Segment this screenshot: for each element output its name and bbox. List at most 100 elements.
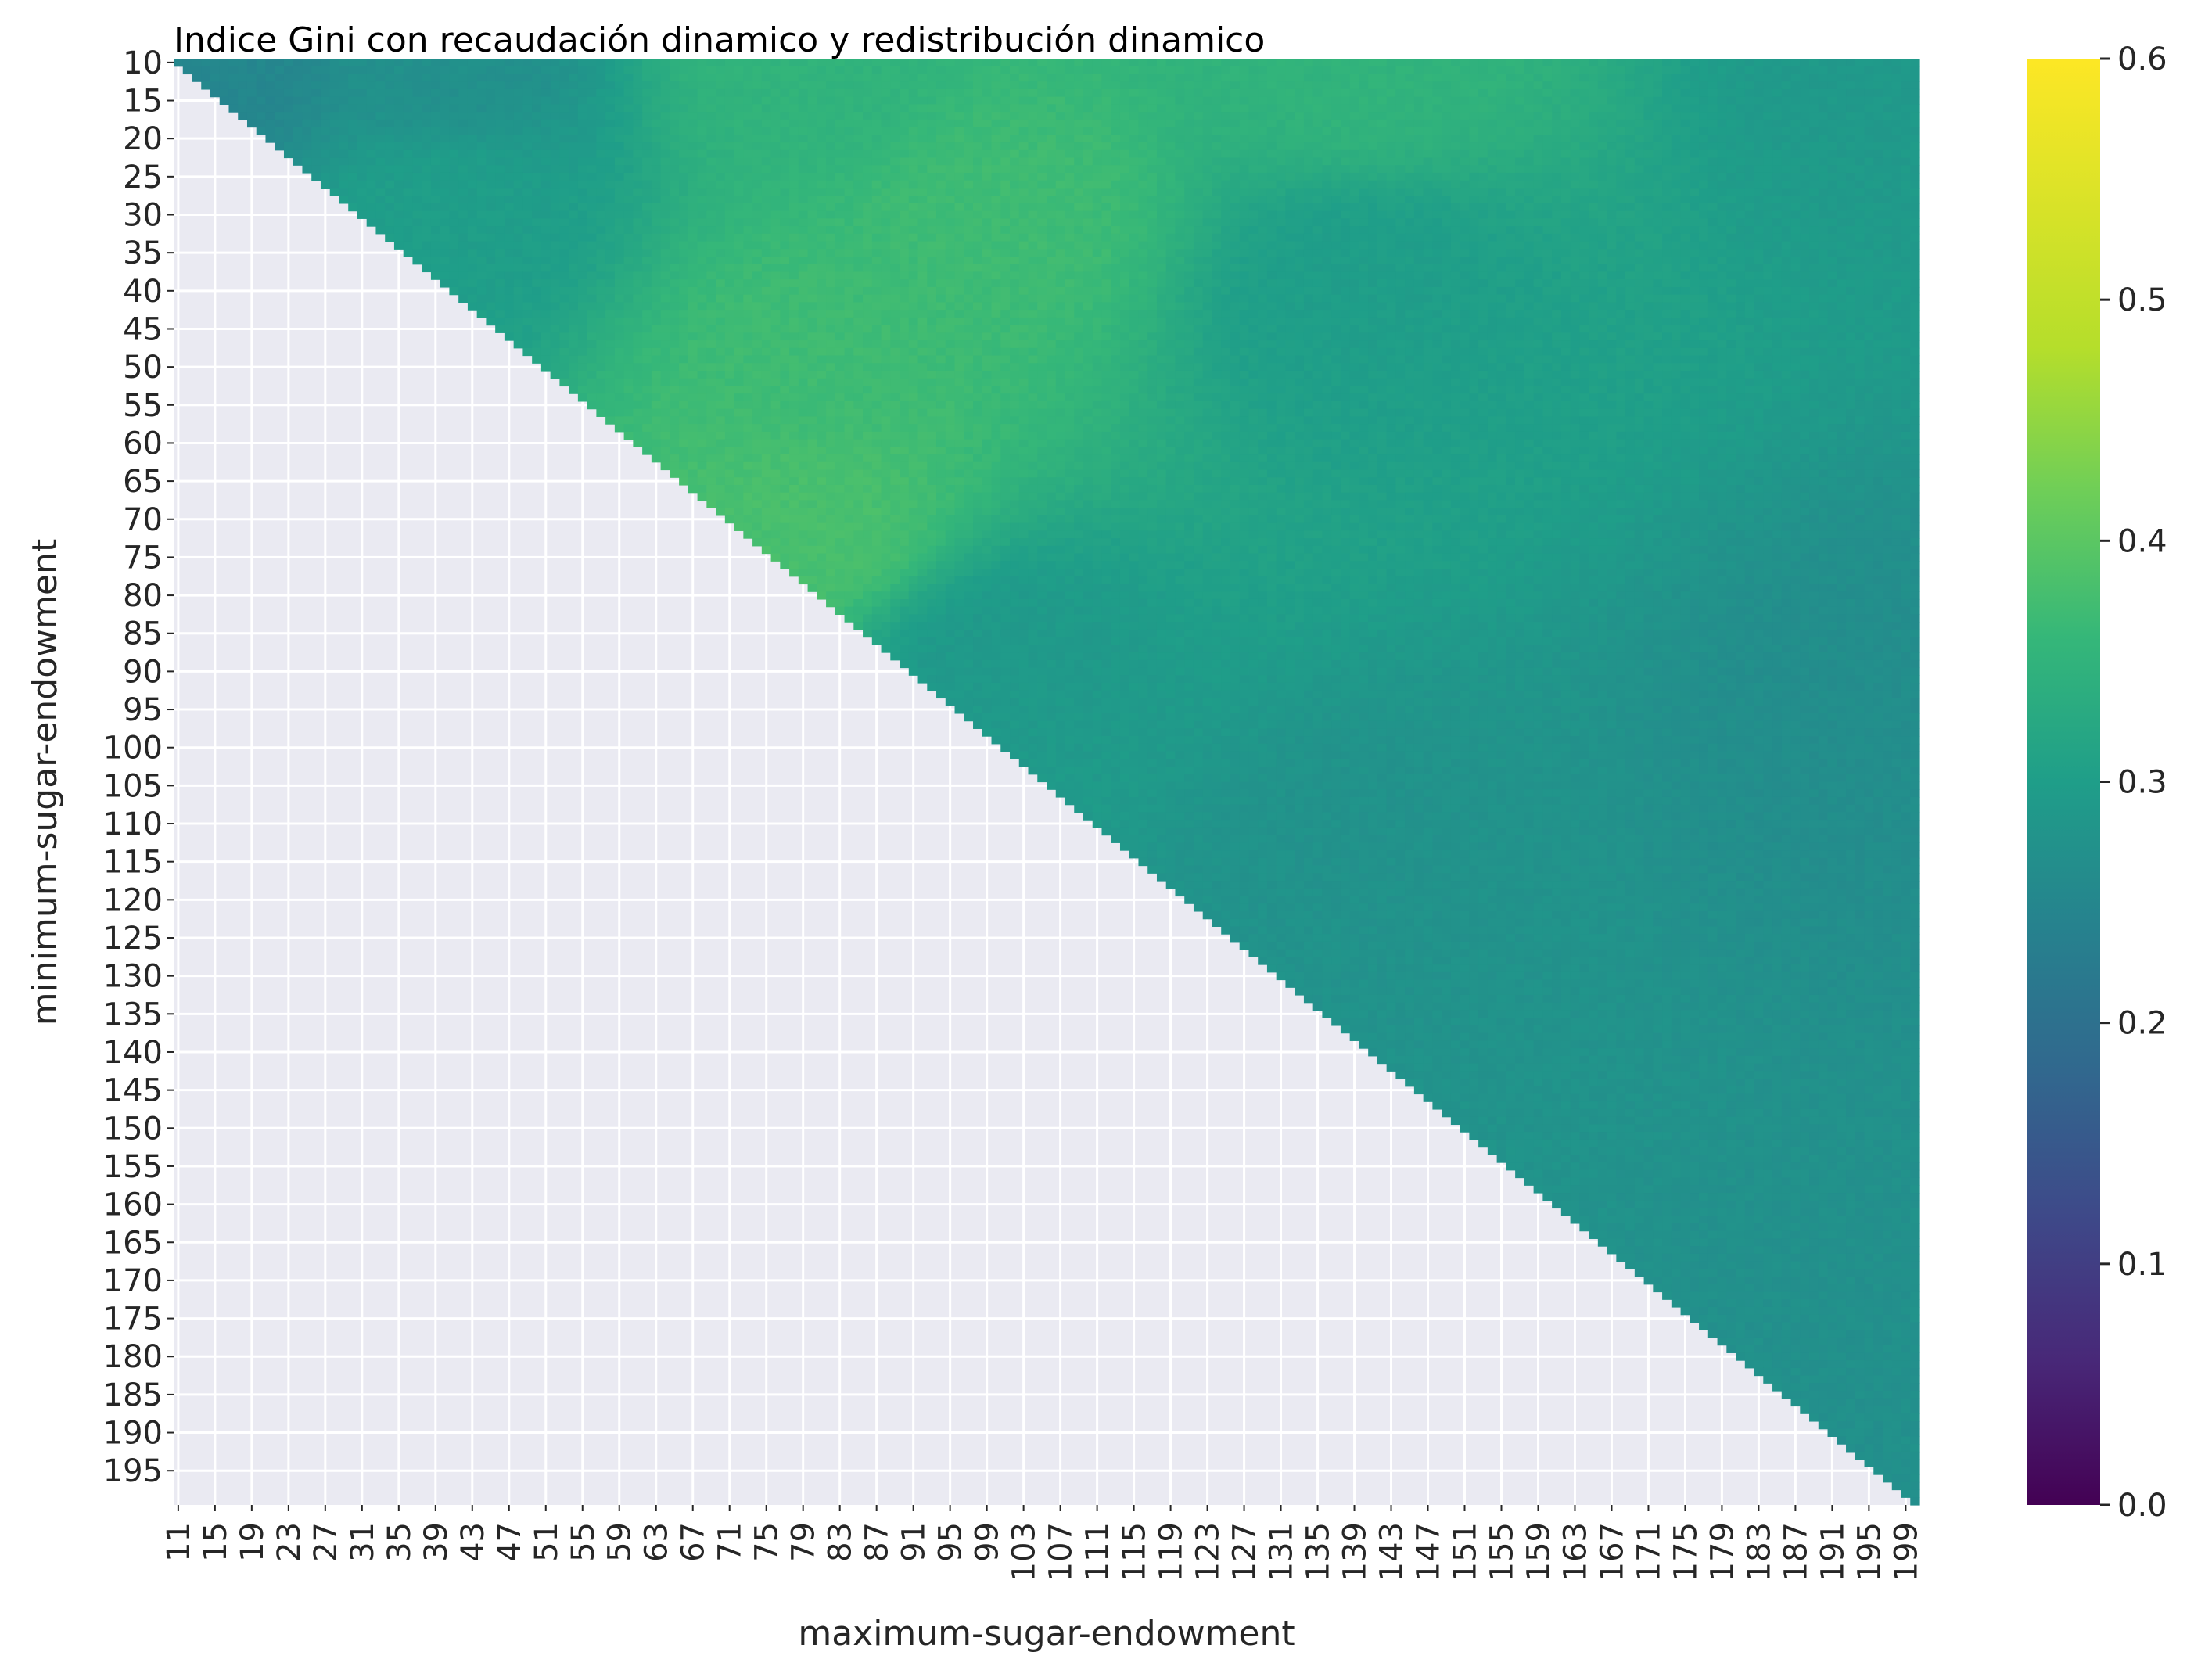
heatmap-cell [587, 127, 597, 135]
heatmap-cell [1405, 249, 1415, 257]
heatmap-cell [1707, 157, 1718, 166]
heatmap-cell [1184, 188, 1194, 196]
heatmap-cell [780, 264, 790, 273]
heatmap-cell [1055, 59, 1066, 67]
heatmap-cell [1809, 112, 1819, 120]
heatmap-cell [569, 104, 579, 113]
heatmap-cell [1763, 233, 1773, 242]
heatmap-cell [1781, 180, 1792, 189]
heatmap-cell [1469, 135, 1479, 143]
heatmap-cell [670, 257, 680, 265]
heatmap-cell [1680, 74, 1690, 82]
heatmap-cell [908, 264, 919, 273]
heatmap-cell [679, 96, 689, 105]
heatmap-cell [1322, 233, 1332, 242]
heatmap-cell [853, 88, 864, 98]
heatmap-cell [1432, 233, 1442, 242]
heatmap-cell [1129, 257, 1140, 265]
heatmap-cell [1736, 196, 1746, 204]
heatmap-cell [1037, 218, 1047, 227]
heatmap-cell [275, 59, 285, 67]
heatmap-cell [770, 88, 781, 98]
heatmap-cell [1763, 74, 1773, 82]
heatmap-cell [532, 241, 542, 250]
heatmap-cell [1221, 81, 1231, 90]
heatmap-cell [734, 172, 744, 181]
heatmap-cell [1515, 241, 1525, 250]
heatmap-cell [1837, 241, 1847, 250]
heatmap-cell [734, 188, 744, 196]
heatmap-cell [283, 135, 294, 143]
heatmap-cell [339, 180, 349, 189]
heatmap-cell [1864, 241, 1874, 250]
heatmap-cell [706, 165, 716, 174]
heatmap-cell [1295, 74, 1305, 82]
heatmap-cell [863, 188, 873, 196]
heatmap-cell [724, 104, 735, 113]
heatmap-cell [412, 210, 422, 219]
heatmap-cell [513, 112, 523, 120]
heatmap-cell [532, 172, 542, 181]
heatmap-cell [927, 59, 937, 67]
heatmap-cell [1092, 257, 1103, 265]
heatmap-cell [1138, 149, 1148, 159]
heatmap-cell [275, 142, 285, 151]
heatmap-cell [1552, 188, 1562, 196]
heatmap-cell [1699, 88, 1709, 98]
heatmap-cell [1028, 135, 1038, 143]
heatmap-cell [1285, 135, 1295, 143]
heatmap-cell [1395, 74, 1406, 82]
heatmap-cell [1726, 88, 1736, 98]
heatmap-cell [320, 157, 331, 166]
heatmap-cell [716, 218, 726, 227]
heatmap-cell [1266, 218, 1277, 227]
heatmap-cell [1864, 104, 1874, 113]
heatmap-cell [614, 104, 625, 113]
heatmap-cell [1221, 104, 1231, 113]
heatmap-cell [1607, 180, 1617, 189]
heatmap-cell [1744, 74, 1755, 82]
heatmap-cell [688, 59, 698, 67]
heatmap-cell [651, 188, 662, 196]
heatmap-cell [633, 257, 643, 265]
heatmap-cell [1653, 203, 1663, 212]
heatmap-cell [1506, 165, 1516, 174]
heatmap-cell [504, 180, 515, 189]
heatmap-cell [770, 172, 781, 181]
heatmap-cell [1597, 233, 1608, 242]
heatmap-cell [1010, 249, 1020, 257]
heatmap-cell [1322, 142, 1332, 151]
heatmap-cell [651, 257, 662, 265]
heatmap-cell [1055, 249, 1066, 257]
heatmap-cell [844, 142, 854, 151]
heatmap-cell [1010, 104, 1020, 113]
heatmap-cell [422, 233, 432, 242]
heatmap-cell [1147, 249, 1158, 257]
heatmap-cell [1570, 264, 1580, 273]
heatmap-cell [1037, 226, 1047, 235]
heatmap-cell [844, 264, 854, 273]
heatmap-cell [1616, 66, 1626, 75]
heatmap-cell [679, 218, 689, 227]
heatmap-cell [982, 135, 993, 143]
heatmap-cell [467, 119, 478, 128]
heatmap-cell [1616, 157, 1626, 166]
heatmap-cell [1175, 172, 1185, 181]
heatmap-cell [1119, 66, 1130, 75]
heatmap-cell [991, 66, 1001, 75]
heatmap-cell [1248, 112, 1259, 120]
heatmap-cell [789, 249, 799, 257]
heatmap-cell [1901, 104, 1911, 113]
heatmap-cell [1560, 104, 1571, 113]
heatmap-cell [1442, 59, 1452, 67]
heatmap-cell [633, 210, 643, 219]
heatmap-cell [844, 188, 854, 196]
heatmap-cell [642, 165, 652, 174]
heatmap-cell [1690, 226, 1700, 235]
heatmap-cell [1570, 210, 1580, 219]
heatmap-cell [1597, 188, 1608, 196]
heatmap-cell [550, 218, 560, 227]
heatmap-cell [1662, 172, 1672, 181]
heatmap-cell [1322, 127, 1332, 135]
heatmap-cell [1303, 88, 1314, 98]
